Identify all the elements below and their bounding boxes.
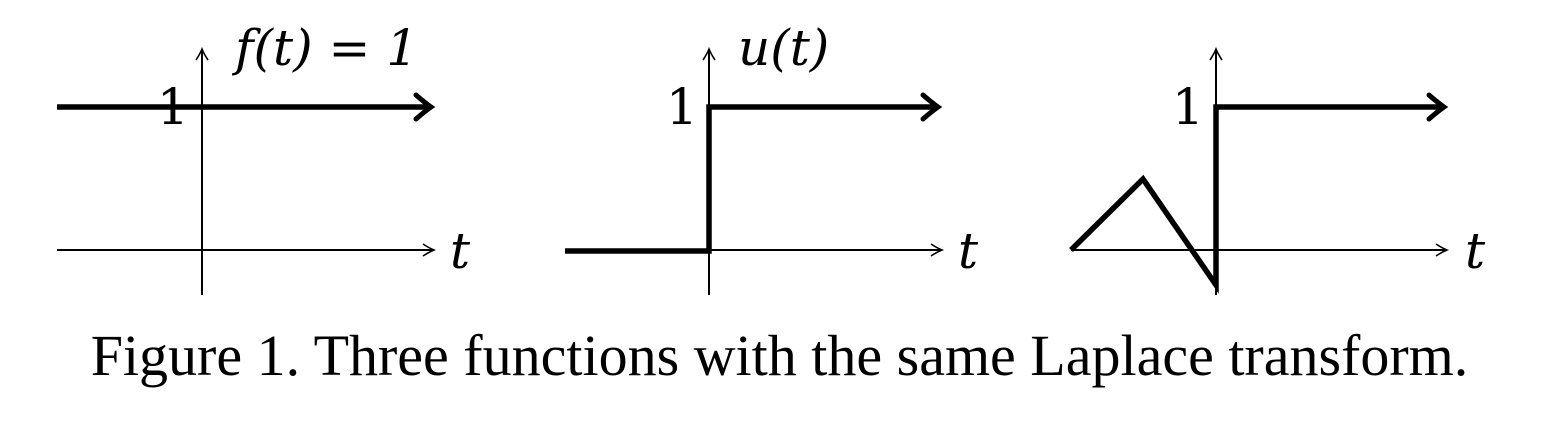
- function-label: f(t) = 1: [231, 19, 418, 77]
- panel-constant-function: 1 f(t) = 1 t: [57, 19, 471, 295]
- tick-label-one: 1: [666, 78, 698, 136]
- function-curve: [1069, 92, 1449, 294]
- panel-zigzag-function: 1 t: [1069, 50, 1486, 295]
- t-axis-label: t: [958, 222, 979, 280]
- t-axis-label: t: [1465, 222, 1486, 280]
- function-label: u(t): [738, 19, 829, 77]
- figure-caption: Figure 1. Three functions with the same …: [90, 323, 1469, 388]
- figure-graphics: 1 f(t) = 1 t 1 u(t) t 1 t: [57, 19, 1486, 295]
- panel-step-function: 1 u(t) t: [565, 19, 979, 295]
- tick-label-one: 1: [1172, 78, 1204, 136]
- t-axis-label: t: [450, 222, 471, 280]
- function-curve: [565, 92, 943, 254]
